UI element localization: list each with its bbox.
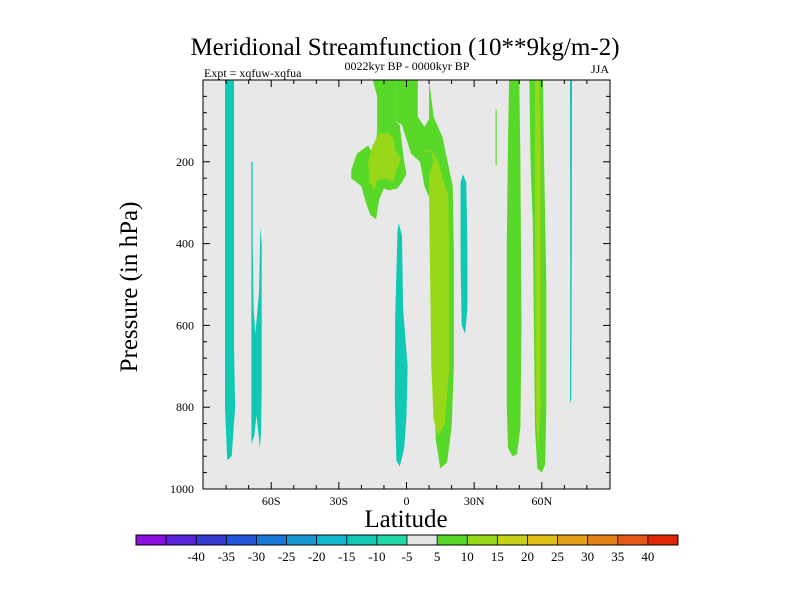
region-lime-column-15N: [420, 149, 450, 436]
colorbar-swatch: [647, 535, 679, 545]
chart-title: Meridional Streamfunction (10**9kg/m-2): [190, 34, 619, 61]
x-tick-label: 30S: [330, 494, 349, 508]
colorbar-label: 25: [551, 549, 564, 564]
colorbar-label: -30: [248, 549, 265, 564]
colorbar-swatch: [407, 535, 438, 545]
colorbar-swatch: [136, 535, 167, 545]
colorbar-label: -10: [368, 549, 385, 564]
experiment-label: Expt = xqfuw-xqfua: [204, 66, 302, 80]
region-streak-35N: [495, 108, 497, 166]
colorbar-label: 20: [521, 549, 534, 564]
x-tick-label: 60N: [531, 494, 552, 508]
y-tick-label: 200: [176, 155, 194, 169]
x-tick-label: 0: [404, 494, 410, 508]
x-axis-label: Latitude: [364, 506, 447, 533]
season-label: JJA: [591, 62, 609, 76]
region-patch-28N: [460, 174, 468, 334]
region-green-band-48N: [506, 80, 522, 457]
y-tick-label: 1000: [170, 482, 194, 496]
colorbar-swatch: [437, 535, 468, 545]
colorbar: -40 -35 -30 -25 -20 -15 -10 -5 5 10 15 20 25 30 35 40: [135, 534, 679, 564]
colorbar-swatch: [256, 535, 287, 545]
colorbar-swatch: [166, 535, 197, 545]
y-tick-label: 800: [176, 400, 194, 414]
contour-regions: [225, 80, 572, 473]
colorbar-swatch: [286, 535, 317, 545]
colorbar-swatch: [346, 535, 378, 545]
x-tick-label: 60S: [262, 494, 281, 508]
colorbar-swatch: [196, 535, 227, 545]
colorbar-label: -25: [278, 549, 295, 564]
colorbar-label: -20: [308, 549, 325, 564]
colorbar-frame: [135, 534, 679, 546]
region-band-75S: [225, 80, 236, 461]
colorbar-swatch: [557, 535, 588, 545]
colorbar-label: -40: [188, 549, 205, 564]
y-tick-label: 400: [176, 237, 194, 251]
y-axis-label: Pressure (in hPa): [116, 202, 143, 373]
colorbar-label: 10: [461, 549, 474, 564]
colorbar-label: -15: [338, 549, 355, 564]
colorbar-swatch: [527, 535, 558, 545]
y-tick-label: 600: [176, 318, 194, 332]
colorbar-swatch: [316, 535, 347, 545]
colorbar-label: 30: [581, 549, 594, 564]
x-tick-label: 30N: [464, 494, 485, 508]
axis-ticks: 60S 30S 0 30N 60N 200 400 600 800 1000: [170, 80, 610, 508]
colorbar-swatch: [226, 535, 257, 545]
region-lime-upper-left: [368, 133, 401, 191]
colorbar-label: -35: [218, 549, 235, 564]
colorbar-swatch: [376, 535, 408, 545]
colorbar-swatch: [617, 535, 649, 545]
colorbar-swatch: [467, 535, 498, 545]
region-band-65S: [251, 161, 262, 449]
plot-background: [203, 80, 610, 489]
colorbar-label: -5: [402, 549, 413, 564]
colorbar-swatch: [497, 535, 528, 545]
colorbar-label: 15: [491, 549, 504, 564]
colorbar-label: 5: [434, 549, 441, 564]
region-sliver-74N: [570, 80, 572, 404]
region-lime-core-60N: [535, 80, 541, 449]
colorbar-label: 35: [611, 549, 624, 564]
colorbar-label: 40: [641, 549, 654, 564]
chart-subtitle: 0022kyr BP - 0000kyr BP: [345, 59, 470, 73]
colorbar-swatch: [587, 535, 618, 545]
region-band-10N: [394, 223, 408, 467]
